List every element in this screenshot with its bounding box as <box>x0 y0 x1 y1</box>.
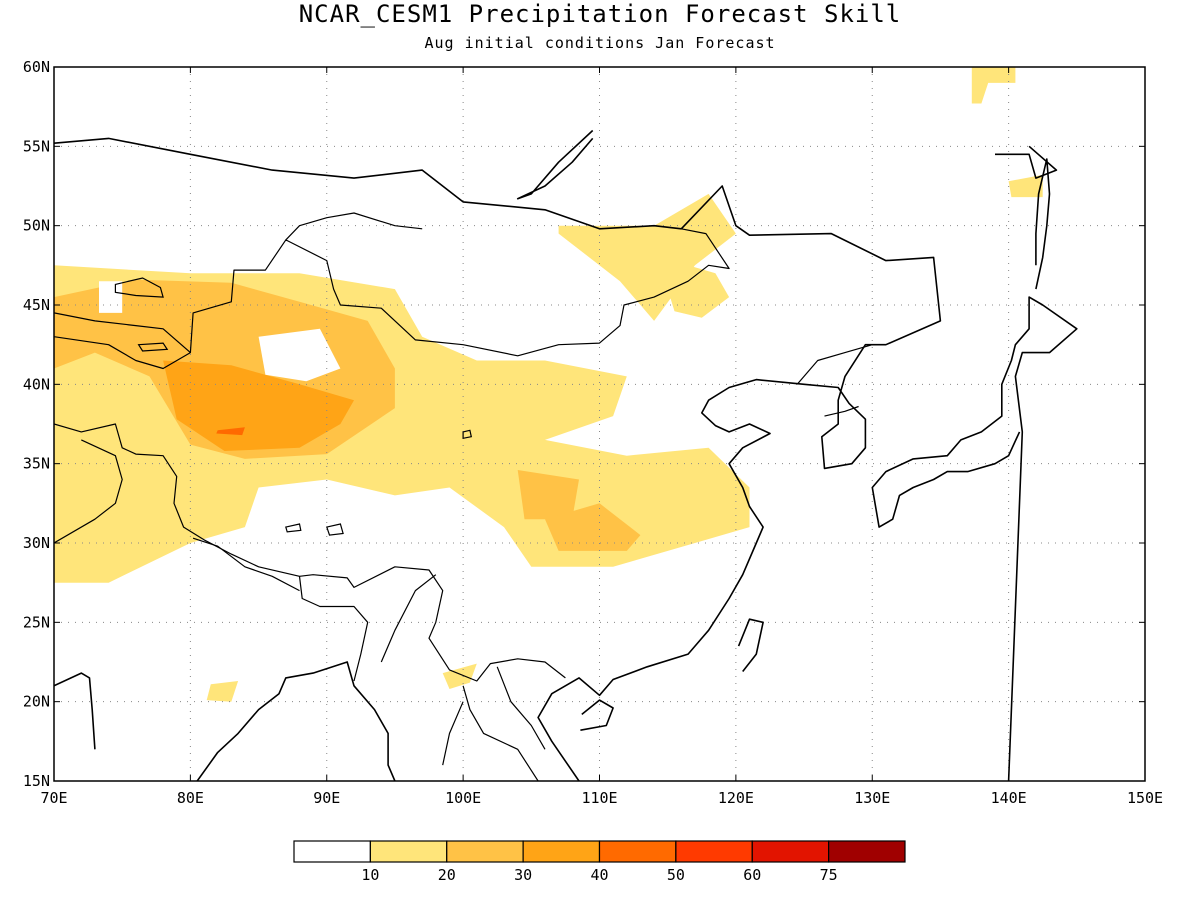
page-subtitle: Aug initial conditions Jan Forecast <box>424 34 776 52</box>
longitude-tick-label: 100E <box>445 789 481 807</box>
colorbar-swatch <box>598 840 677 863</box>
masked-region <box>258 328 341 382</box>
skill-region <box>206 681 239 702</box>
skill-region <box>163 360 354 451</box>
country-border <box>496 666 546 750</box>
latitude-tick-label: 20N <box>23 693 50 711</box>
country-border <box>54 423 566 682</box>
axis-ticks <box>53 66 1146 782</box>
latitude-labels: 15N 20N 25N 30N 35N 40N 45N 50N 55N 60N <box>23 58 50 790</box>
coastline <box>995 145 1058 179</box>
longitude-tick-label: 140E <box>991 789 1027 807</box>
country-border <box>380 574 437 663</box>
longitude-tick-label: 70E <box>40 789 67 807</box>
longitude-tick-label: 120E <box>718 789 754 807</box>
country-border <box>796 344 873 385</box>
country-border <box>54 439 123 544</box>
longitude-tick-label: 90E <box>313 789 340 807</box>
country-border <box>54 312 191 354</box>
colorbar-label: 60 <box>743 866 761 884</box>
latitude-tick-label: 55N <box>23 137 50 155</box>
latitude-tick-label: 50N <box>23 217 50 235</box>
country-border <box>462 685 539 781</box>
colorbar-label: 30 <box>514 866 532 884</box>
lake-outline <box>137 342 169 352</box>
latitude-tick-label: 25N <box>23 613 50 631</box>
longitude-tick-label: 110E <box>581 789 617 807</box>
lake-outline <box>114 277 164 298</box>
masked-region <box>99 281 123 313</box>
coastline <box>580 699 614 731</box>
colorbar-label: 20 <box>438 866 456 884</box>
skill-region <box>971 67 1016 104</box>
longitude-tick-label: 80E <box>177 789 204 807</box>
colorbar-swatch <box>522 840 601 863</box>
skill-region <box>442 663 477 689</box>
colorbar-swatch <box>828 840 906 863</box>
country-border <box>298 576 369 682</box>
coastline <box>516 129 594 200</box>
coastline <box>54 137 942 781</box>
colorbar-swatch <box>293 840 371 863</box>
country-border <box>442 701 464 766</box>
colorbar: 10 20 30 40 50 60 75 <box>293 840 906 884</box>
colorbar-label: 40 <box>590 866 608 884</box>
country-border <box>285 212 423 241</box>
coastline <box>196 661 396 781</box>
skill-region <box>216 427 245 436</box>
coastline <box>871 296 1078 781</box>
colorbar-swatch <box>675 840 753 863</box>
page-title: NCAR_CESM1 Precipitation Forecast Skill <box>298 0 902 28</box>
coastline <box>1035 158 1051 290</box>
country-border <box>54 228 730 370</box>
latitude-tick-label: 15N <box>23 772 50 790</box>
colorbar-label: 10 <box>361 866 379 884</box>
colorbar-label: 50 <box>667 866 685 884</box>
colorbar-swatch <box>369 840 448 863</box>
country-border <box>824 405 859 417</box>
lake-outline <box>285 523 302 533</box>
latitude-tick-label: 60N <box>23 58 50 76</box>
colorbar-swatch <box>751 840 830 863</box>
map-gridlines <box>54 67 1145 781</box>
skill-shading <box>54 67 1043 702</box>
lake-outline <box>462 429 473 440</box>
longitude-tick-label: 150E <box>1127 789 1163 807</box>
longitude-labels: 70E 80E 90E 100E 110E 120E 130E 140E 150E <box>40 789 1163 807</box>
latitude-tick-label: 30N <box>23 534 50 552</box>
latitude-tick-label: 45N <box>23 296 50 314</box>
lake-outline <box>326 523 344 536</box>
skill-region <box>667 265 730 318</box>
skill-region <box>517 470 579 520</box>
longitude-tick-label: 130E <box>854 789 890 807</box>
latitude-tick-label: 40N <box>23 375 50 393</box>
skill-region <box>545 503 641 551</box>
skill-region <box>1008 174 1043 198</box>
coastlines <box>54 129 1078 781</box>
country-border <box>192 537 300 592</box>
colorbar-label: 75 <box>820 866 838 884</box>
latitude-tick-label: 35N <box>23 455 50 473</box>
colorbar-swatch <box>446 840 524 863</box>
coastline <box>54 672 96 750</box>
coastline <box>737 618 764 672</box>
